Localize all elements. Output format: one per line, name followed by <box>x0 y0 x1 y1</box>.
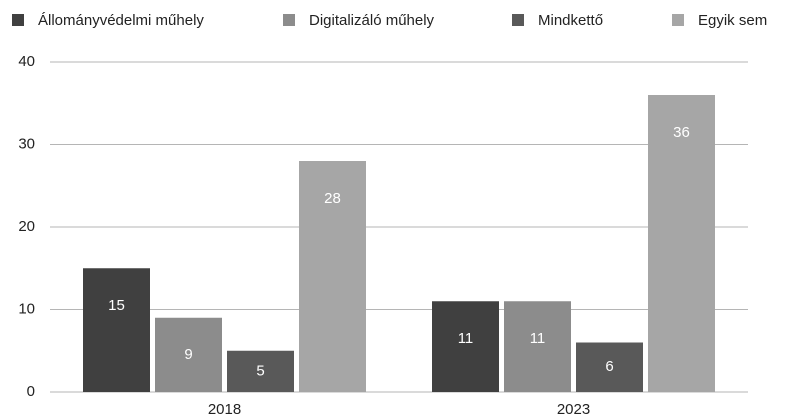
value-label: 15 <box>108 297 125 314</box>
bar <box>155 317 222 392</box>
value-label: 36 <box>673 124 690 141</box>
value-label: 11 <box>530 330 546 347</box>
x-tick-label: 2018 <box>208 401 241 418</box>
bar <box>83 268 150 392</box>
legend-swatch <box>12 14 24 26</box>
value-label: 9 <box>184 346 192 363</box>
legend-swatch <box>283 14 295 26</box>
bar <box>432 301 499 392</box>
value-label: 11 <box>458 330 474 347</box>
legend-label: Egyik sem <box>698 12 767 29</box>
bar <box>227 350 294 392</box>
value-label: 28 <box>324 190 341 207</box>
y-tick-label: 0 <box>27 383 35 400</box>
y-tick-label: 10 <box>18 300 35 317</box>
legend-swatch <box>512 14 524 26</box>
x-tick-label: 2023 <box>557 401 590 418</box>
legend-label: Mindkettő <box>538 12 603 29</box>
value-label: 5 <box>256 362 264 379</box>
bar <box>648 95 715 392</box>
legend-label: Digitalizáló műhely <box>309 12 435 29</box>
bar <box>299 161 366 392</box>
value-label: 6 <box>605 358 613 375</box>
bar <box>504 301 571 392</box>
legend-label: Állományvédelmi műhely <box>38 12 204 29</box>
y-tick-label: 40 <box>18 53 35 70</box>
bar <box>576 342 643 392</box>
y-tick-label: 20 <box>18 218 35 235</box>
legend-swatch <box>672 14 684 26</box>
y-tick-label: 30 <box>18 135 35 152</box>
